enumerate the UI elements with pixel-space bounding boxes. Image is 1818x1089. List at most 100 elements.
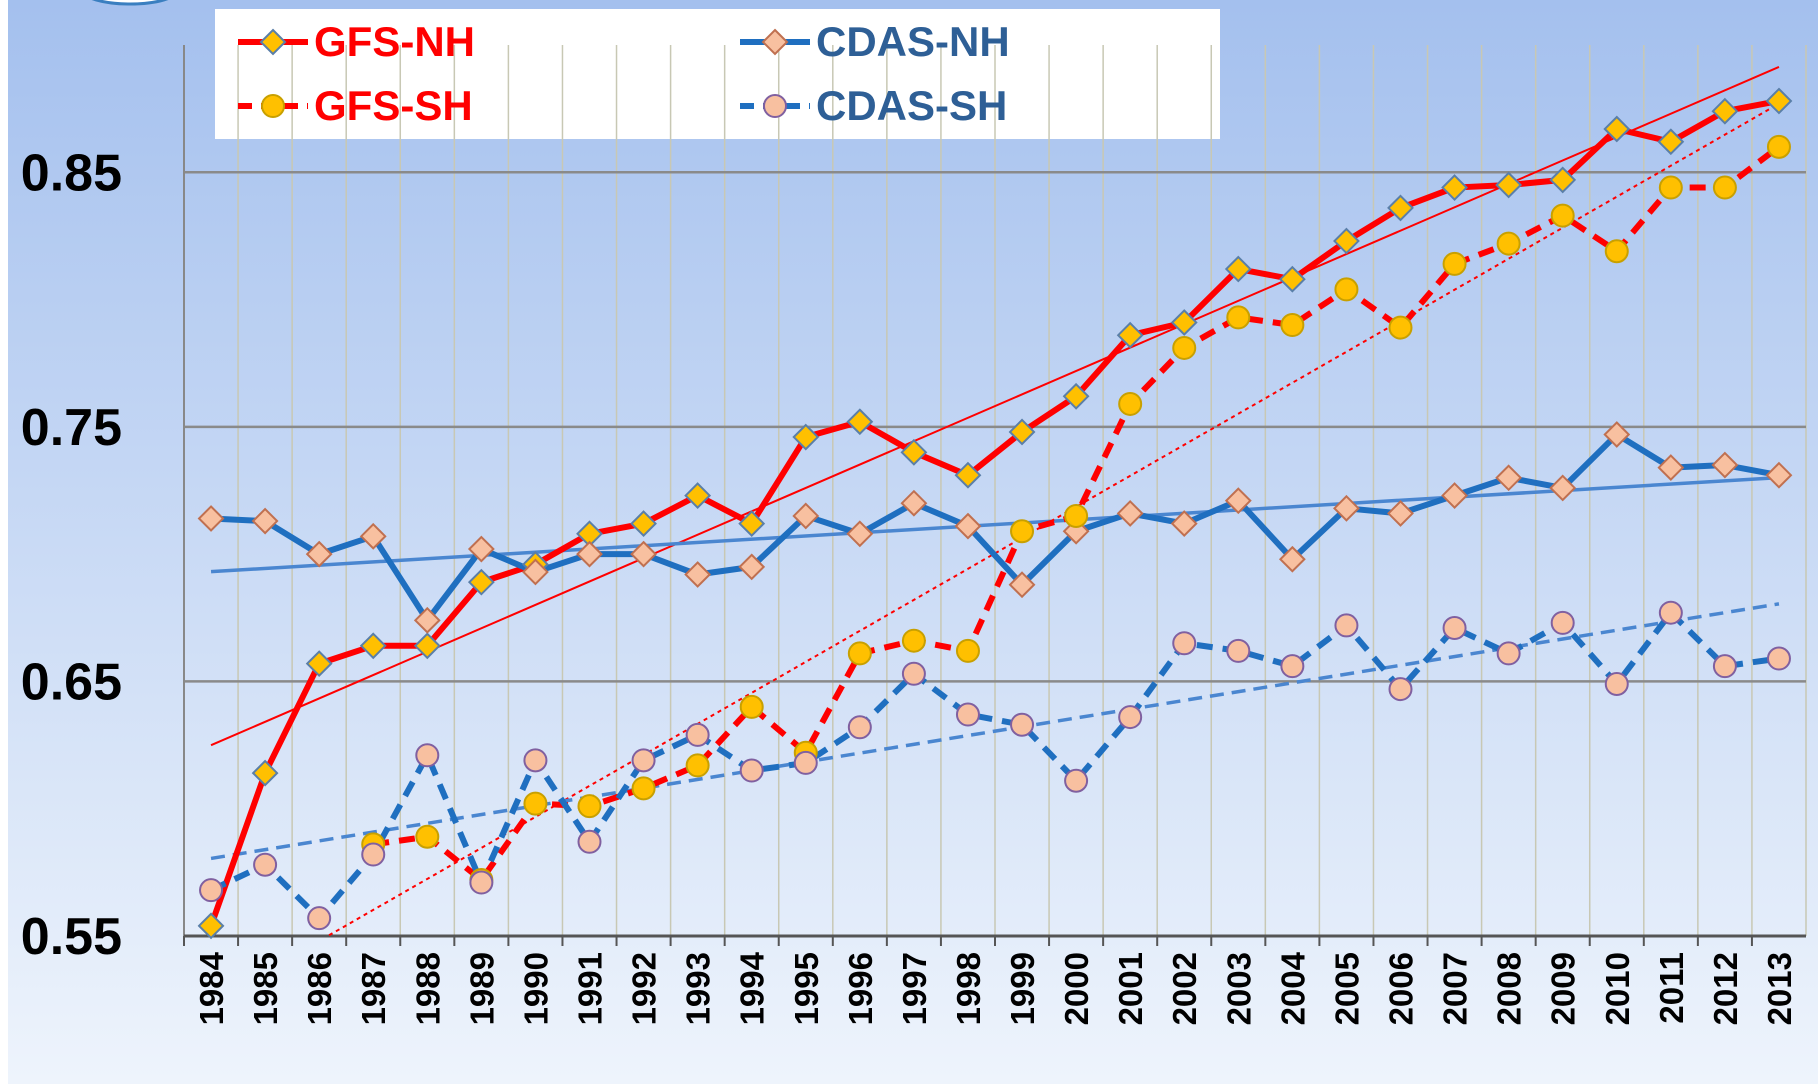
data-marker [900,438,928,466]
data-marker [415,743,440,768]
data-marker [197,505,225,532]
data-marker [197,912,225,940]
x-tick-label: 1992 [626,952,663,1025]
data-marker [1010,519,1035,544]
data-marker [1118,705,1143,730]
data-marker [955,702,980,727]
data-marker [846,408,874,436]
data-marker [631,776,656,801]
x-tick-label: 1989 [463,952,500,1025]
x-tick-label: 1991 [572,952,609,1025]
data-marker [577,829,602,854]
data-marker [1334,613,1359,638]
data-marker [1442,251,1467,276]
data-marker [251,507,279,535]
x-tick-label: 1987 [355,952,392,1025]
data-marker [1224,255,1252,283]
data-marker [1712,654,1737,679]
trendline [325,102,1780,936]
data-marker [1603,115,1631,143]
data-marker [738,553,766,581]
data-marker [792,423,820,451]
data-marker [251,759,279,787]
data-marker [739,758,764,783]
data-marker [1334,277,1359,302]
trendline [210,66,1780,747]
data-marker [954,512,982,540]
y-tick-label: 0.65 [21,653,122,711]
data-marker [1550,203,1575,228]
x-tick-label: 2001 [1112,952,1149,1025]
x-tick-label: 2000 [1058,952,1095,1025]
data-marker [1116,321,1144,349]
data-marker [1495,171,1523,199]
legend-label: CDAS-SH [816,82,1007,129]
x-tick-label: 1998 [950,952,987,1025]
data-marker [467,568,495,596]
logo [91,0,169,6]
data-marker [1062,382,1090,410]
legend-marker [763,94,787,118]
data-marker [253,852,278,877]
y-tick-label: 0.55 [21,908,122,966]
data-marker [1658,175,1683,200]
data-marker [1496,231,1521,256]
data-marker [1766,646,1791,671]
data-marker [739,694,764,719]
data-marker [684,482,712,510]
x-tick-label: 2007 [1437,952,1474,1025]
data-marker [1170,309,1198,336]
x-tick-label: 2011 [1653,952,1690,1024]
data-marker [1278,265,1306,293]
data-marker [1278,545,1306,573]
y-tick-label: 0.75 [21,399,122,457]
data-marker [359,522,387,550]
data-marker [1496,641,1521,666]
data-marker [469,870,494,895]
data-marker [1064,768,1089,793]
data-marker [1711,97,1739,125]
data-marker [954,461,982,489]
x-tick-label: 1996 [842,952,879,1025]
data-marker [793,750,818,775]
data-marker [738,510,766,538]
data-marker [1549,474,1577,502]
x-tick-label: 1995 [788,952,825,1025]
data-marker [305,650,333,678]
data-marker [1224,487,1252,515]
data-marker [1280,313,1305,338]
data-marker [1010,712,1035,737]
legend-label: CDAS-NH [816,18,1010,65]
data-marker [1711,451,1739,479]
data-marker [1712,175,1737,200]
data-marker [1387,194,1414,222]
data-marker [467,535,495,563]
x-tick-label: 2003 [1220,952,1257,1025]
data-marker [685,753,710,778]
data-marker [1064,503,1089,528]
data-marker [630,510,657,538]
data-marker [900,489,928,517]
data-marker [199,878,224,903]
x-tick-label: 2010 [1599,952,1636,1025]
x-tick-label: 2012 [1707,952,1744,1025]
x-tick-label: 1984 [193,951,230,1025]
data-marker [413,632,441,660]
x-tick-label: 2004 [1274,951,1311,1025]
data-marker [955,638,980,663]
x-tick-label: 2002 [1166,952,1203,1025]
data-marker [1387,499,1414,527]
data-marker [1388,315,1413,340]
data-marker [846,520,874,548]
legend-label: GFS-SH [314,82,473,129]
data-marker [1388,677,1413,702]
data-marker [413,606,441,634]
data-marker [1280,654,1305,679]
data-marker [415,824,440,849]
data-marker [1333,227,1360,255]
data-marker [1658,600,1683,625]
data-marker [1008,418,1036,446]
data-marker [1226,638,1251,663]
x-tick-label: 1985 [247,952,284,1025]
data-marker [847,715,872,740]
